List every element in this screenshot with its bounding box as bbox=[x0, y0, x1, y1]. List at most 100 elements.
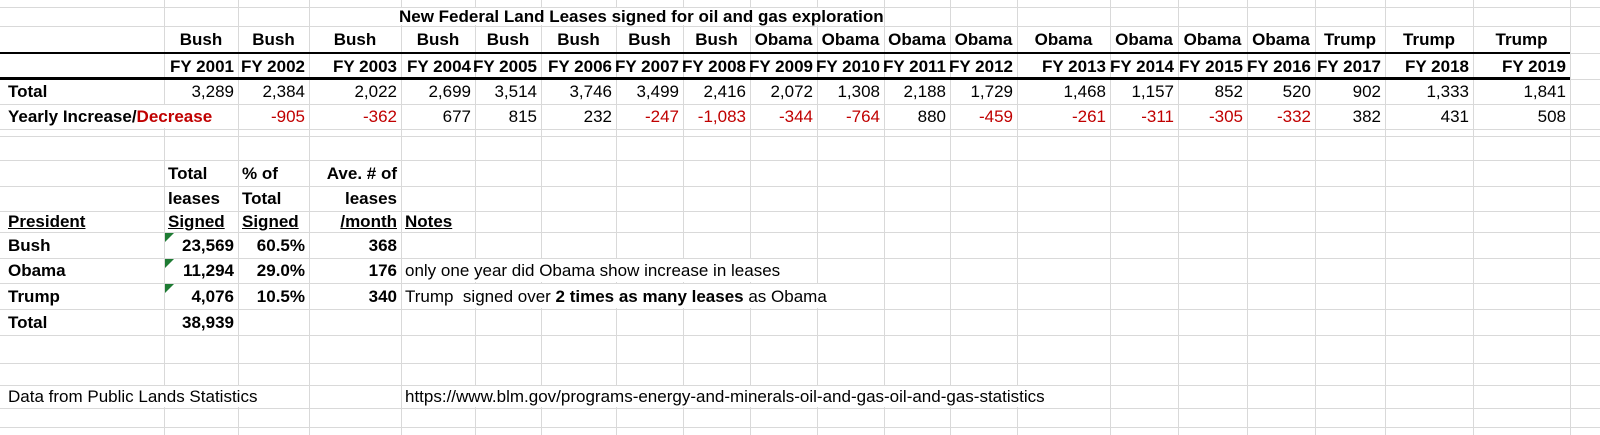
total-cell-fy-2012[interactable]: 1,729 bbox=[970, 82, 1013, 101]
change-cell-fy-2015[interactable]: -305 bbox=[1208, 107, 1243, 126]
president-header-cell-fy-2008[interactable]: Bush bbox=[695, 30, 738, 49]
president-header-cell-fy-2010[interactable]: Obama bbox=[821, 30, 880, 49]
total-cell-fy-2004[interactable]: 2,699 bbox=[428, 82, 471, 101]
fy-header-cell-fy-2017[interactable]: FY 2017 bbox=[1317, 56, 1381, 76]
change-cell-fy-2004[interactable]: 677 bbox=[442, 107, 471, 126]
president-header-cell-fy-2015[interactable]: Obama bbox=[1183, 30, 1242, 49]
fy-header-cell-fy-2018[interactable]: FY 2018 bbox=[1405, 56, 1469, 76]
president-header-cell-fy-2003[interactable]: Bush bbox=[333, 30, 377, 49]
total-cell-fy-2019[interactable]: 1,841 bbox=[1523, 82, 1566, 101]
president-header-cell-fy-2013[interactable]: Obama bbox=[1034, 30, 1093, 49]
total-cell-fy-2001[interactable]: 3,289 bbox=[191, 82, 234, 101]
header-avg-line2[interactable]: leases bbox=[345, 189, 397, 208]
total-cell-fy-2016[interactable]: 520 bbox=[1282, 82, 1311, 101]
header-avg-line3[interactable]: /month bbox=[340, 212, 397, 231]
total-cell-fy-2003[interactable]: 2,022 bbox=[354, 82, 397, 101]
fy-header-cell-fy-2015[interactable]: FY 2015 bbox=[1179, 56, 1243, 76]
president-header-cell-fy-2001[interactable]: Bush bbox=[179, 30, 223, 49]
change-cell-fy-2005[interactable]: 815 bbox=[508, 107, 537, 126]
president-header-cell-fy-2007[interactable]: Bush bbox=[628, 30, 671, 49]
president-header-cell-fy-2011[interactable]: Obama bbox=[888, 30, 946, 49]
header-pct-line3[interactable]: Signed bbox=[242, 212, 299, 231]
total-cell-fy-2006[interactable]: 3,746 bbox=[569, 82, 612, 101]
total-cell-fy-2002[interactable]: 2,384 bbox=[262, 82, 305, 101]
president-header-cell-fy-2005[interactable]: Bush bbox=[486, 30, 530, 49]
fy-header-cell-fy-2001[interactable]: FY 2001 bbox=[170, 56, 234, 76]
total-cell-fy-2018[interactable]: 1,333 bbox=[1426, 82, 1469, 101]
president-header-cell-fy-2006[interactable]: Bush bbox=[557, 30, 600, 49]
total-cell-fy-2005[interactable]: 3,514 bbox=[494, 82, 537, 101]
summary-total-bush[interactable]: 23,569 bbox=[182, 235, 234, 255]
president-header-cell-fy-2004[interactable]: Bush bbox=[416, 30, 460, 49]
fy-header-cell-fy-2011[interactable]: FY 2011 bbox=[882, 56, 946, 76]
summary-pct-obama[interactable]: 29.0% bbox=[256, 261, 305, 280]
change-cell-fy-2006[interactable]: 232 bbox=[583, 107, 612, 126]
fy-header-cell-fy-2008[interactable]: FY 2008 bbox=[682, 56, 746, 76]
fy-header-cell-fy-2012[interactable]: FY 2012 bbox=[949, 56, 1013, 76]
change-cell-fy-2014[interactable]: -311 bbox=[1141, 107, 1174, 126]
summary-grand-total-value[interactable]: 38,939 bbox=[182, 312, 234, 332]
total-cell-fy-2007[interactable]: 3,499 bbox=[636, 82, 679, 101]
fy-header-cell-fy-2005[interactable]: FY 2005 bbox=[473, 56, 537, 76]
change-cell-fy-2009[interactable]: -344 bbox=[778, 107, 813, 126]
source-url-cell[interactable]: https://www.blm.gov/programs-energy-and-… bbox=[405, 386, 1045, 407]
president-header-cell-fy-2019[interactable]: Trump bbox=[1495, 30, 1548, 49]
total-cell-fy-2014[interactable]: 1,157 bbox=[1131, 82, 1174, 101]
total-cell-fy-2008[interactable]: 2,416 bbox=[703, 82, 746, 101]
total-cell-fy-2009[interactable]: 2,072 bbox=[770, 82, 813, 101]
header-total-leases-line3[interactable]: Signed bbox=[168, 212, 225, 231]
total-cell-fy-2010[interactable]: 1,308 bbox=[837, 82, 880, 101]
change-cell-fy-2011[interactable]: 880 bbox=[917, 107, 946, 126]
header-president[interactable]: President bbox=[8, 212, 86, 231]
change-cell-fy-2018[interactable]: 431 bbox=[1440, 107, 1469, 126]
change-cell-fy-2007[interactable]: -247 bbox=[644, 107, 679, 126]
summary-avg-trump[interactable]: 340 bbox=[368, 286, 397, 306]
change-cell-fy-2008[interactable]: -1,083 bbox=[697, 107, 746, 126]
president-header-cell-fy-2009[interactable]: Obama bbox=[754, 30, 813, 49]
header-pct-line1[interactable]: % of bbox=[242, 163, 278, 183]
fy-header-cell-fy-2002[interactable]: FY 2002 bbox=[241, 56, 305, 76]
president-header-cell-fy-2002[interactable]: Bush bbox=[252, 30, 295, 49]
summary-president-trump[interactable]: Trump bbox=[8, 286, 60, 306]
header-avg-line1[interactable]: Ave. # of bbox=[326, 163, 397, 183]
fy-header-cell-fy-2010[interactable]: FY 2010 bbox=[816, 56, 880, 76]
summary-grand-total-label[interactable]: Total bbox=[8, 312, 48, 332]
summary-pct-bush[interactable]: 60.5% bbox=[256, 235, 305, 255]
header-pct-line2[interactable]: Total bbox=[242, 189, 282, 208]
summary-avg-obama[interactable]: 176 bbox=[368, 261, 397, 280]
change-cell-fy-2019[interactable]: 508 bbox=[1537, 107, 1566, 126]
change-cell-fy-2016[interactable]: -332 bbox=[1276, 107, 1311, 126]
total-cell-fy-2011[interactable]: 2,188 bbox=[903, 82, 946, 101]
fy-header-cell-fy-2006[interactable]: FY 2006 bbox=[548, 56, 612, 76]
fy-header-cell-fy-2004[interactable]: FY 2004 bbox=[407, 56, 471, 76]
change-cell-fy-2003[interactable]: -362 bbox=[362, 107, 397, 126]
summary-pct-trump[interactable]: 10.5% bbox=[256, 286, 305, 306]
president-header-cell-fy-2018[interactable]: Trump bbox=[1403, 30, 1455, 49]
summary-total-obama[interactable]: 11,294 bbox=[182, 261, 234, 280]
total-cell-fy-2017[interactable]: 902 bbox=[1352, 82, 1381, 101]
fy-header-cell-fy-2014[interactable]: FY 2014 bbox=[1110, 56, 1174, 76]
summary-note-trump[interactable]: Trump signed over 2 times as many leases… bbox=[405, 284, 827, 308]
total-cell-fy-2013[interactable]: 1,468 bbox=[1063, 82, 1106, 101]
president-header-cell-fy-2012[interactable]: Obama bbox=[954, 30, 1013, 49]
change-cell-fy-2013[interactable]: -261 bbox=[1071, 107, 1106, 126]
summary-note-obama[interactable]: only one year did Obama show increase in… bbox=[405, 259, 781, 282]
total-row-label[interactable]: Total bbox=[8, 82, 48, 101]
yearly-change-row-label[interactable]: Yearly Increase/Decrease bbox=[8, 105, 213, 128]
president-header-cell-fy-2017[interactable]: Trump bbox=[1324, 30, 1376, 49]
change-cell-fy-2017[interactable]: 382 bbox=[1352, 107, 1381, 126]
header-notes[interactable]: Notes bbox=[405, 212, 453, 231]
fy-header-cell-fy-2003[interactable]: FY 2003 bbox=[333, 56, 397, 76]
summary-president-obama[interactable]: Obama bbox=[8, 261, 66, 280]
fy-header-cell-fy-2013[interactable]: FY 2013 bbox=[1042, 56, 1106, 76]
summary-avg-bush[interactable]: 368 bbox=[368, 235, 397, 255]
header-total-leases-line1[interactable]: Total bbox=[168, 163, 208, 183]
change-cell-fy-2010[interactable]: -764 bbox=[845, 107, 880, 126]
summary-president-bush[interactable]: Bush bbox=[8, 235, 51, 255]
sheet-title-cell[interactable]: New Federal Land Leases signed for oil a… bbox=[399, 7, 884, 26]
change-cell-fy-2012[interactable]: -459 bbox=[978, 107, 1013, 126]
change-cell-fy-2002[interactable]: -905 bbox=[270, 107, 305, 126]
fy-header-cell-fy-2009[interactable]: FY 2009 bbox=[749, 56, 813, 76]
president-header-cell-fy-2014[interactable]: Obama bbox=[1115, 30, 1173, 49]
president-header-cell-fy-2016[interactable]: Obama bbox=[1252, 30, 1310, 49]
